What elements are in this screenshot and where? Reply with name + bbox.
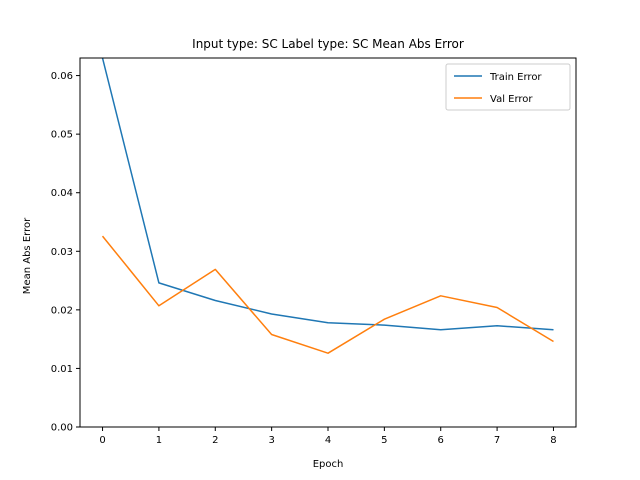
series-line-val-error bbox=[101, 235, 554, 354]
y-tick-label: 0.04 bbox=[51, 188, 73, 199]
chart-title: Input type: SC Label type: SC Mean Abs E… bbox=[192, 37, 464, 51]
x-tick-label: 3 bbox=[268, 435, 274, 446]
x-tick-label: 8 bbox=[550, 435, 556, 446]
series-line-train-error bbox=[101, 58, 554, 331]
legend-label: Val Error bbox=[490, 94, 533, 105]
x-tick-label: 1 bbox=[156, 435, 162, 446]
legend-label: Train Error bbox=[489, 72, 542, 83]
x-tick-label: 5 bbox=[381, 435, 387, 446]
plot-area bbox=[101, 58, 554, 354]
x-tick-label: 7 bbox=[494, 435, 500, 446]
x-tick-label: 0 bbox=[99, 435, 105, 446]
plot-frame bbox=[79, 57, 577, 428]
legend: Train Error Val Error bbox=[445, 63, 571, 111]
x-tick-label: 6 bbox=[438, 435, 444, 446]
x-tick-label: 2 bbox=[212, 435, 218, 446]
x-axis-label: Epoch bbox=[313, 459, 344, 470]
y-tick-label: 0.03 bbox=[51, 247, 73, 258]
y-tick-label: 0.05 bbox=[51, 130, 73, 141]
axis-ticks: 0 1 2 3 4 5 6 7 8 0.00 0.01 0.02 0.03 0.04 0.05 0.06 bbox=[51, 71, 557, 446]
y-tick-label: 0.00 bbox=[51, 423, 73, 434]
y-tick-label: 0.01 bbox=[51, 364, 73, 375]
y-tick-label: 0.02 bbox=[51, 305, 73, 316]
y-tick-label: 0.06 bbox=[51, 71, 73, 82]
y-axis-label: Mean Abs Error bbox=[22, 217, 33, 294]
x-tick-label: 4 bbox=[325, 435, 331, 446]
